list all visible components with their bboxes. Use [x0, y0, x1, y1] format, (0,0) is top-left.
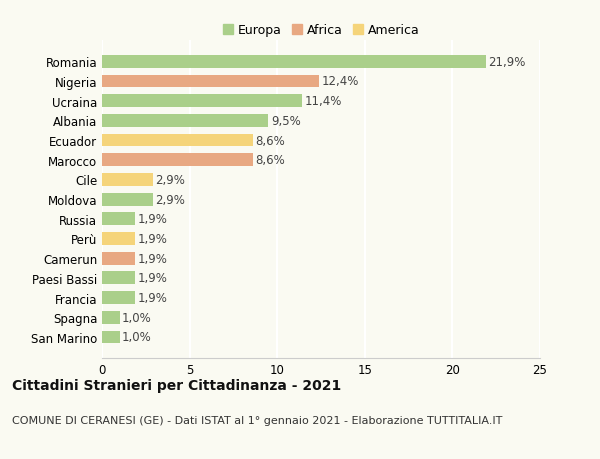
Text: 1,9%: 1,9%: [138, 272, 168, 285]
Text: Cittadini Stranieri per Cittadinanza - 2021: Cittadini Stranieri per Cittadinanza - 2…: [12, 379, 341, 392]
Text: COMUNE DI CERANESI (GE) - Dati ISTAT al 1° gennaio 2021 - Elaborazione TUTTITALI: COMUNE DI CERANESI (GE) - Dati ISTAT al …: [12, 415, 502, 425]
Bar: [102, 193, 153, 206]
Bar: [102, 331, 119, 344]
Text: 11,4%: 11,4%: [304, 95, 342, 108]
Bar: [102, 134, 253, 147]
Bar: [102, 213, 135, 226]
Bar: [102, 115, 268, 128]
Bar: [102, 174, 153, 186]
Bar: [102, 233, 135, 246]
Bar: [102, 311, 119, 324]
Text: 21,9%: 21,9%: [488, 56, 526, 68]
Text: 1,0%: 1,0%: [122, 311, 152, 324]
Legend: Europa, Africa, America: Europa, Africa, America: [218, 19, 424, 42]
Bar: [102, 56, 485, 68]
Text: 12,4%: 12,4%: [322, 75, 359, 88]
Text: 8,6%: 8,6%: [256, 134, 285, 147]
Text: 1,9%: 1,9%: [138, 213, 168, 226]
Bar: [102, 252, 135, 265]
Text: 2,9%: 2,9%: [155, 174, 185, 186]
Bar: [102, 291, 135, 304]
Text: 8,6%: 8,6%: [256, 154, 285, 167]
Text: 1,9%: 1,9%: [138, 252, 168, 265]
Bar: [102, 154, 253, 167]
Text: 2,9%: 2,9%: [155, 193, 185, 206]
Text: 1,9%: 1,9%: [138, 291, 168, 304]
Bar: [102, 75, 319, 88]
Text: 1,0%: 1,0%: [122, 331, 152, 344]
Bar: [102, 272, 135, 285]
Text: 9,5%: 9,5%: [271, 115, 301, 128]
Text: 1,9%: 1,9%: [138, 233, 168, 246]
Bar: [102, 95, 302, 108]
